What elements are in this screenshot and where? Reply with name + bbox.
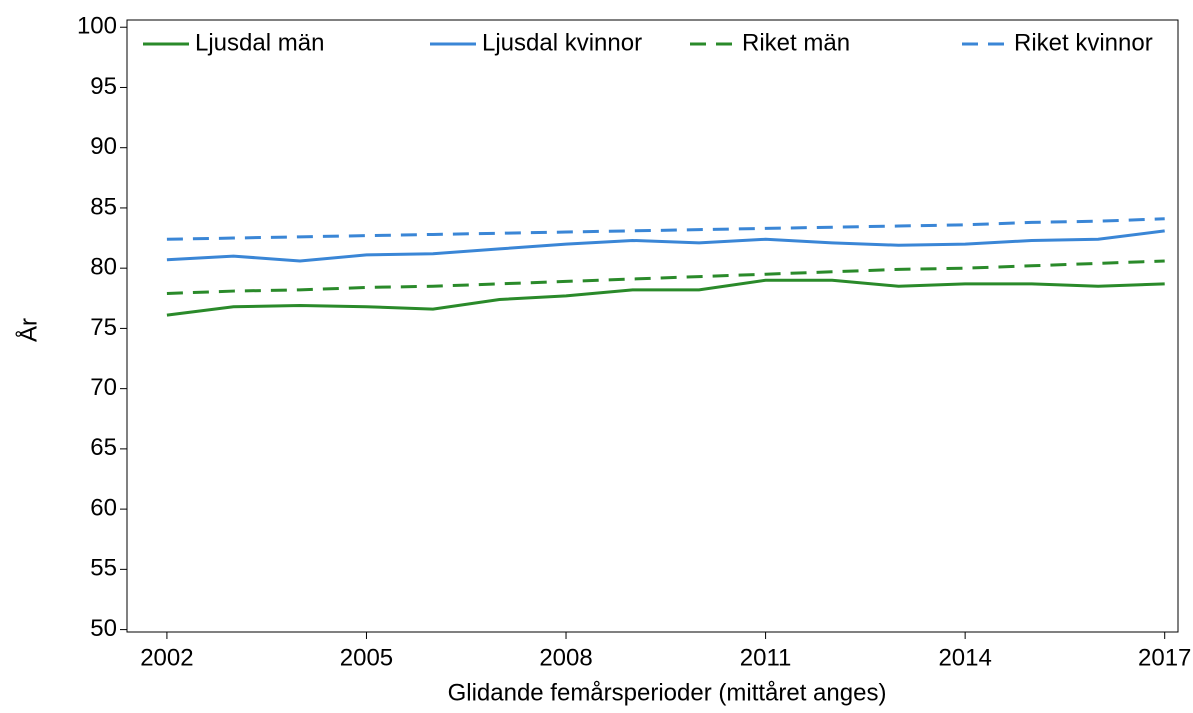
legend-label: Riket män: [742, 29, 850, 56]
y-tick-label: 55: [90, 555, 117, 582]
series-line: [166, 259, 1165, 295]
y-axis-label: År: [14, 318, 42, 342]
x-tick-label: 2005: [340, 644, 393, 671]
series-line: [166, 229, 1165, 263]
series-line: [166, 217, 1165, 241]
x-axis-label: Glidande femårsperioder (mittåret anges): [448, 679, 887, 706]
y-tick-label: 90: [90, 133, 117, 160]
legend-label: Ljusdal kvinnor: [482, 29, 642, 56]
x-tick-label: 2017: [1138, 644, 1191, 671]
y-tick-label: 65: [90, 434, 117, 461]
y-tick-label: 80: [90, 254, 117, 281]
series-line: [166, 278, 1165, 317]
y-tick-label: 60: [90, 494, 117, 521]
x-tick-label: 2002: [140, 644, 193, 671]
plot-frame: [126, 19, 1179, 633]
y-tick-label: 85: [90, 193, 117, 220]
legend-label: Riket kvinnor: [1014, 29, 1153, 56]
y-tick-label: 50: [90, 615, 117, 642]
legend-label: Ljusdal män: [195, 29, 324, 56]
y-tick-label: 75: [90, 314, 117, 341]
y-tick-label: 100: [77, 13, 117, 40]
y-tick-label: 70: [90, 374, 117, 401]
y-tick-label: 95: [90, 73, 117, 100]
x-tick-label: 2011: [740, 644, 792, 671]
x-tick-label: 2014: [938, 644, 991, 671]
x-tick-label: 2008: [539, 644, 592, 671]
